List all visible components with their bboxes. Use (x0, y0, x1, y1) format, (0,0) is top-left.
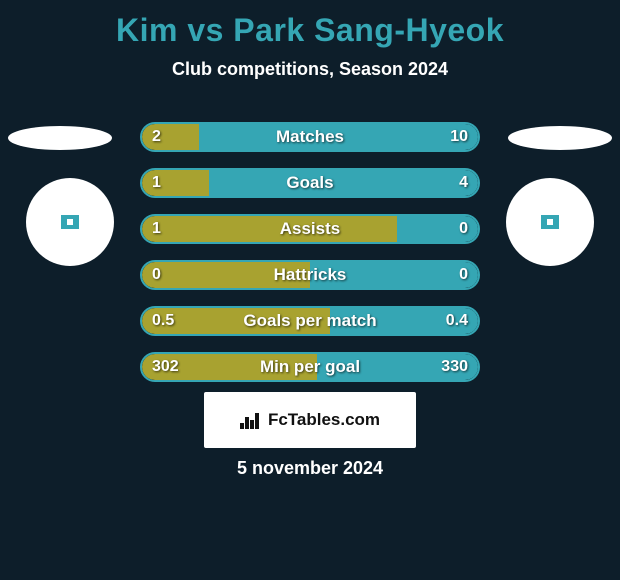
stat-label: Goals per match (140, 306, 480, 336)
right-badge-icon (506, 178, 594, 266)
brand-box: FcTables.com (204, 392, 416, 448)
stat-row: 210Matches (140, 122, 480, 152)
stat-row: 10Assists (140, 214, 480, 244)
badge-square-icon (61, 215, 79, 229)
badge-square-icon (541, 215, 559, 229)
stat-label: Matches (140, 122, 480, 152)
brand-label: FcTables.com (268, 410, 380, 430)
stat-label: Goals (140, 168, 480, 198)
stat-row: 14Goals (140, 168, 480, 198)
stat-row: 0.50.4Goals per match (140, 306, 480, 336)
left-badge-icon (26, 178, 114, 266)
stat-label: Hattricks (140, 260, 480, 290)
brand-bars-icon (240, 411, 262, 429)
stat-row: 302330Min per goal (140, 352, 480, 382)
page-title: Kim vs Park Sang-Hyeok (0, 0, 620, 49)
page-subtitle: Club competitions, Season 2024 (0, 59, 620, 80)
stats-chart: 210Matches 14Goals 10Assists 00Hattricks 0.5… (140, 122, 480, 398)
stat-label: Min per goal (140, 352, 480, 382)
stat-row: 00Hattricks (140, 260, 480, 290)
right-ellipse-icon (508, 126, 612, 150)
stat-label: Assists (140, 214, 480, 244)
date-label: 5 november 2024 (0, 458, 620, 479)
left-ellipse-icon (8, 126, 112, 150)
